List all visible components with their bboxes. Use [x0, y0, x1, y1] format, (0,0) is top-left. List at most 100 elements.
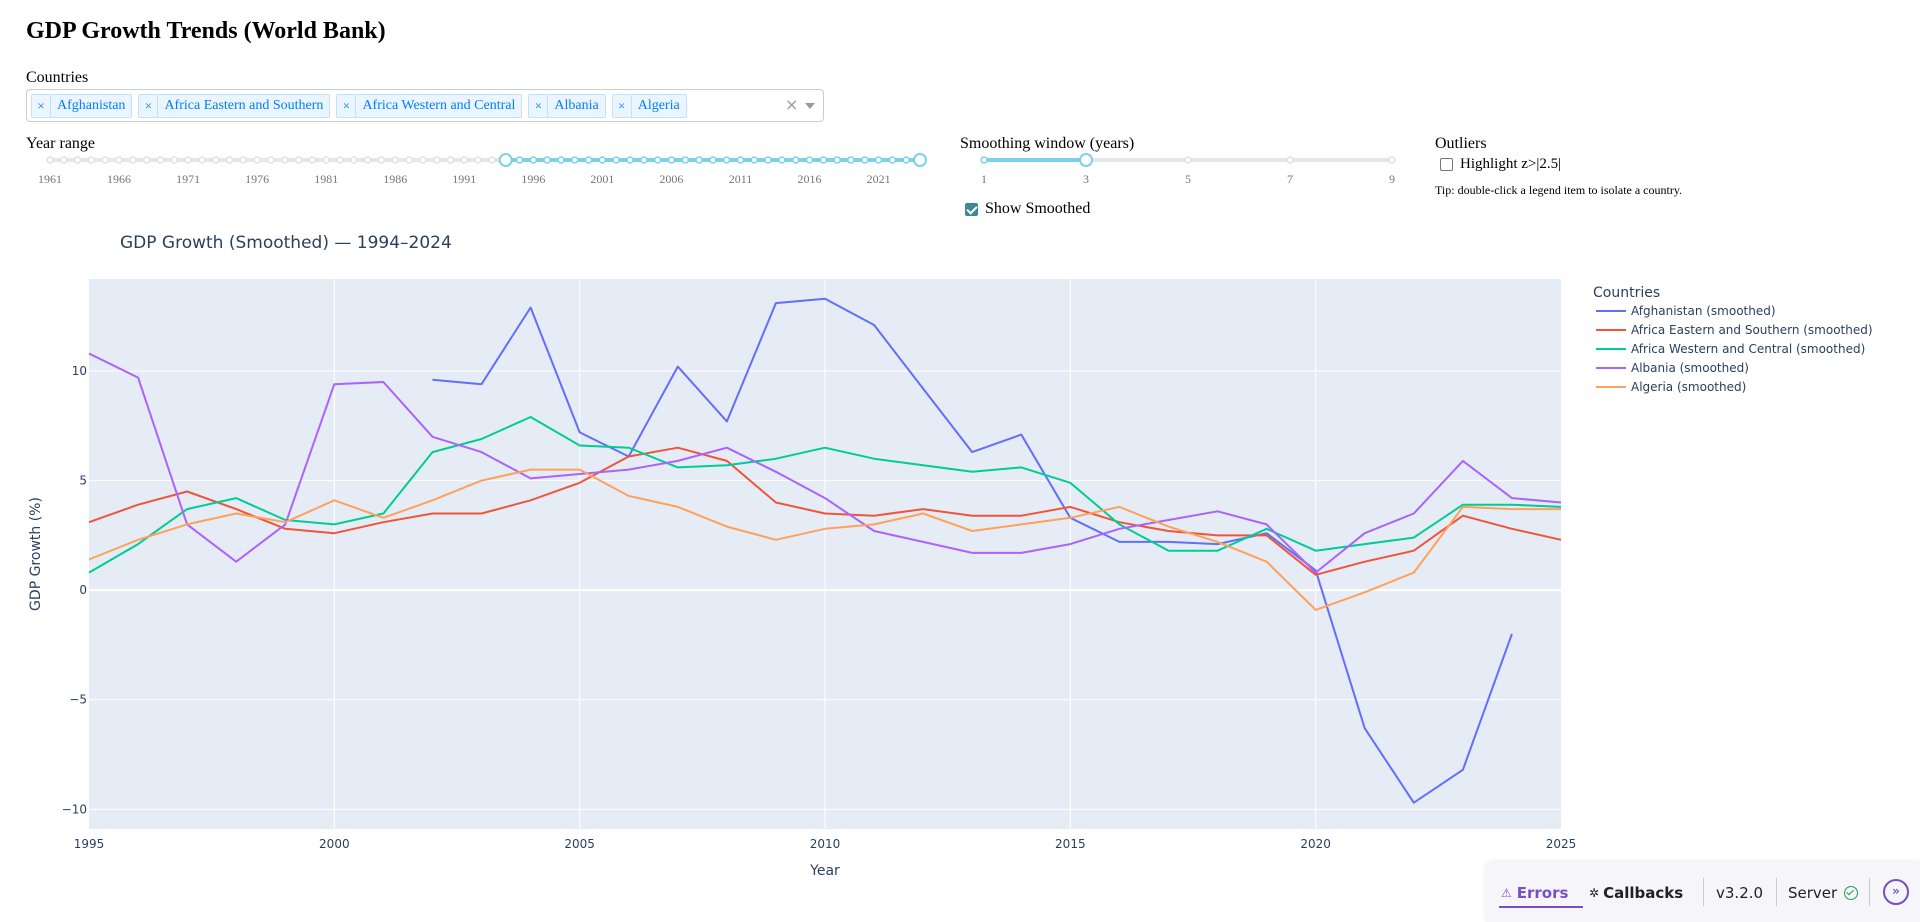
- legend-tip: Tip: double-click a legend item to isola…: [1435, 183, 1683, 197]
- slider-dot: [184, 156, 192, 164]
- errors-tab[interactable]: ⚠ Errors: [1501, 884, 1568, 902]
- slider-dot: [722, 156, 731, 164]
- slider-dot: [170, 156, 179, 164]
- slider-dot: [598, 156, 607, 164]
- remove-chip-icon[interactable]: ×: [337, 95, 357, 117]
- series-line-4[interactable]: [88, 468, 1561, 611]
- year-range-label: Year range: [26, 135, 96, 152]
- slider-dot: [488, 156, 496, 164]
- legend-item[interactable]: Africa Eastern and Southern (smoothed): [1596, 323, 1873, 337]
- countries-dropdown[interactable]: × Afghanistan × Africa Eastern and Southern…: [26, 89, 824, 122]
- expand-devtools-button[interactable]: »: [1883, 879, 1909, 905]
- chart-legend[interactable]: Countries Afghanistan (smoothed) Africa Ea…: [1593, 285, 1873, 394]
- slider-dot: [336, 156, 344, 164]
- legend-item[interactable]: Africa Western and Central (smoothed): [1596, 342, 1865, 356]
- show-smoothed-toggle[interactable]: Show Smoothed: [965, 200, 1090, 218]
- slider-dot: [60, 156, 68, 164]
- slider-dot: [474, 156, 482, 164]
- slider-dot: [681, 156, 689, 164]
- x-tick-label: 2010: [810, 837, 841, 851]
- slider-handle[interactable]: [498, 153, 513, 167]
- slider-dot: [819, 156, 828, 164]
- callbacks-label: Callbacks: [1603, 884, 1684, 902]
- x-tick-label: 2020: [1300, 837, 1331, 851]
- legend-item[interactable]: Albania (smoothed): [1596, 361, 1749, 375]
- legend-label: Africa Western and Central (smoothed): [1631, 342, 1865, 356]
- legend-title: Countries: [1593, 285, 1660, 301]
- slider-handle[interactable]: [913, 153, 927, 167]
- highlight-outliers-checkbox[interactable]: [1440, 158, 1453, 171]
- series-line-2[interactable]: [88, 416, 1562, 574]
- remove-chip-icon[interactable]: ×: [139, 95, 159, 117]
- smoothing-mark-label: 7: [1287, 172, 1293, 186]
- slider-dot: [980, 156, 988, 164]
- slider-dot: [350, 156, 358, 164]
- slider-handle[interactable]: [1079, 153, 1093, 167]
- x-tick-label: 2005: [564, 837, 595, 851]
- check-circle-icon: [1844, 886, 1859, 900]
- series-line-3[interactable]: [88, 352, 1562, 574]
- country-chip: × Africa Eastern and Southern: [138, 94, 331, 118]
- legend-label: Albania (smoothed): [1631, 361, 1749, 375]
- slider-dot: [709, 156, 717, 164]
- slider-dot: [778, 156, 786, 164]
- country-chip: × Africa Western and Central: [336, 94, 523, 118]
- chart-title: GDP Growth (Smoothed) — 1994–2024: [120, 233, 452, 253]
- year-mark-label: 1991: [452, 172, 477, 186]
- x-tick-label: 1995: [74, 837, 105, 851]
- smoothing-mark-label: 5: [1185, 172, 1191, 186]
- devbar-divider: [1703, 878, 1704, 906]
- chevron-down-icon[interactable]: [805, 103, 815, 109]
- highlight-outliers-label: Highlight z>|2.5|: [1460, 156, 1562, 172]
- y-tick-label: −10: [62, 802, 87, 816]
- smoothing-mark-label: 9: [1389, 172, 1395, 186]
- year-range-slider[interactable]: [40, 152, 930, 168]
- slider-dot: [584, 156, 593, 164]
- gdp-growth-chart: GDP Growth (Smoothed) — 1994–2024 1995 20…: [28, 233, 1873, 879]
- slider-dot: [142, 156, 151, 164]
- slider-dot: [791, 156, 800, 164]
- country-chip-label: Africa Western and Central: [362, 98, 516, 113]
- slider-dot: [764, 156, 772, 164]
- year-mark-label: 2001: [590, 172, 615, 186]
- year-mark-label: 2011: [728, 172, 753, 186]
- highlight-outliers-toggle[interactable]: Highlight z>|2.5|: [1440, 156, 1561, 173]
- devbar-divider: [1776, 878, 1777, 906]
- clear-selection-icon[interactable]: ×: [785, 95, 799, 114]
- slider-dot: [653, 156, 662, 164]
- year-mark-label: 2021: [866, 172, 891, 186]
- slider-dot: [1286, 156, 1294, 164]
- slider-dot: [239, 156, 248, 164]
- remove-chip-icon[interactable]: ×: [32, 95, 51, 117]
- y-tick-label: 10: [72, 364, 87, 378]
- country-chip-label: Afghanistan: [57, 98, 126, 113]
- remove-chip-icon[interactable]: ×: [529, 95, 549, 117]
- errors-tab-indicator: [1499, 906, 1583, 908]
- series-line-1[interactable]: [88, 446, 1562, 576]
- legend-label: Afghanistan (smoothed): [1631, 304, 1776, 318]
- slider-dot: [294, 156, 303, 164]
- year-mark-label: 1961: [38, 172, 62, 186]
- slider-dot: [405, 156, 413, 164]
- remove-chip-icon[interactable]: ×: [613, 95, 632, 117]
- slider-dot: [446, 156, 455, 164]
- show-smoothed-checkbox[interactable]: [965, 202, 978, 216]
- slider-dot: [101, 156, 109, 164]
- callbacks-tab[interactable]: ✲ Callbacks: [1589, 884, 1683, 902]
- callbacks-icon: ✲: [1589, 886, 1600, 900]
- series-line-0[interactable]: [432, 297, 1513, 804]
- slider-dot: [557, 156, 565, 164]
- slider-dot: [129, 156, 137, 164]
- slider-dot: [419, 156, 427, 164]
- legend-label: Africa Eastern and Southern (smoothed): [1631, 323, 1873, 337]
- country-chip-label: Africa Eastern and Southern: [164, 98, 324, 113]
- smoothing-slider[interactable]: [976, 152, 1400, 168]
- country-chip: × Algeria: [611, 94, 687, 118]
- legend-item[interactable]: Algeria (smoothed): [1596, 380, 1746, 394]
- page-title: GDP Growth Trends (World Bank): [26, 18, 386, 44]
- legend-item[interactable]: Afghanistan (smoothed): [1596, 304, 1776, 318]
- server-status[interactable]: Server: [1788, 884, 1859, 902]
- year-mark-label: 1986: [383, 172, 408, 186]
- x-tick-label: 2000: [319, 837, 350, 851]
- slider-dot: [667, 156, 676, 164]
